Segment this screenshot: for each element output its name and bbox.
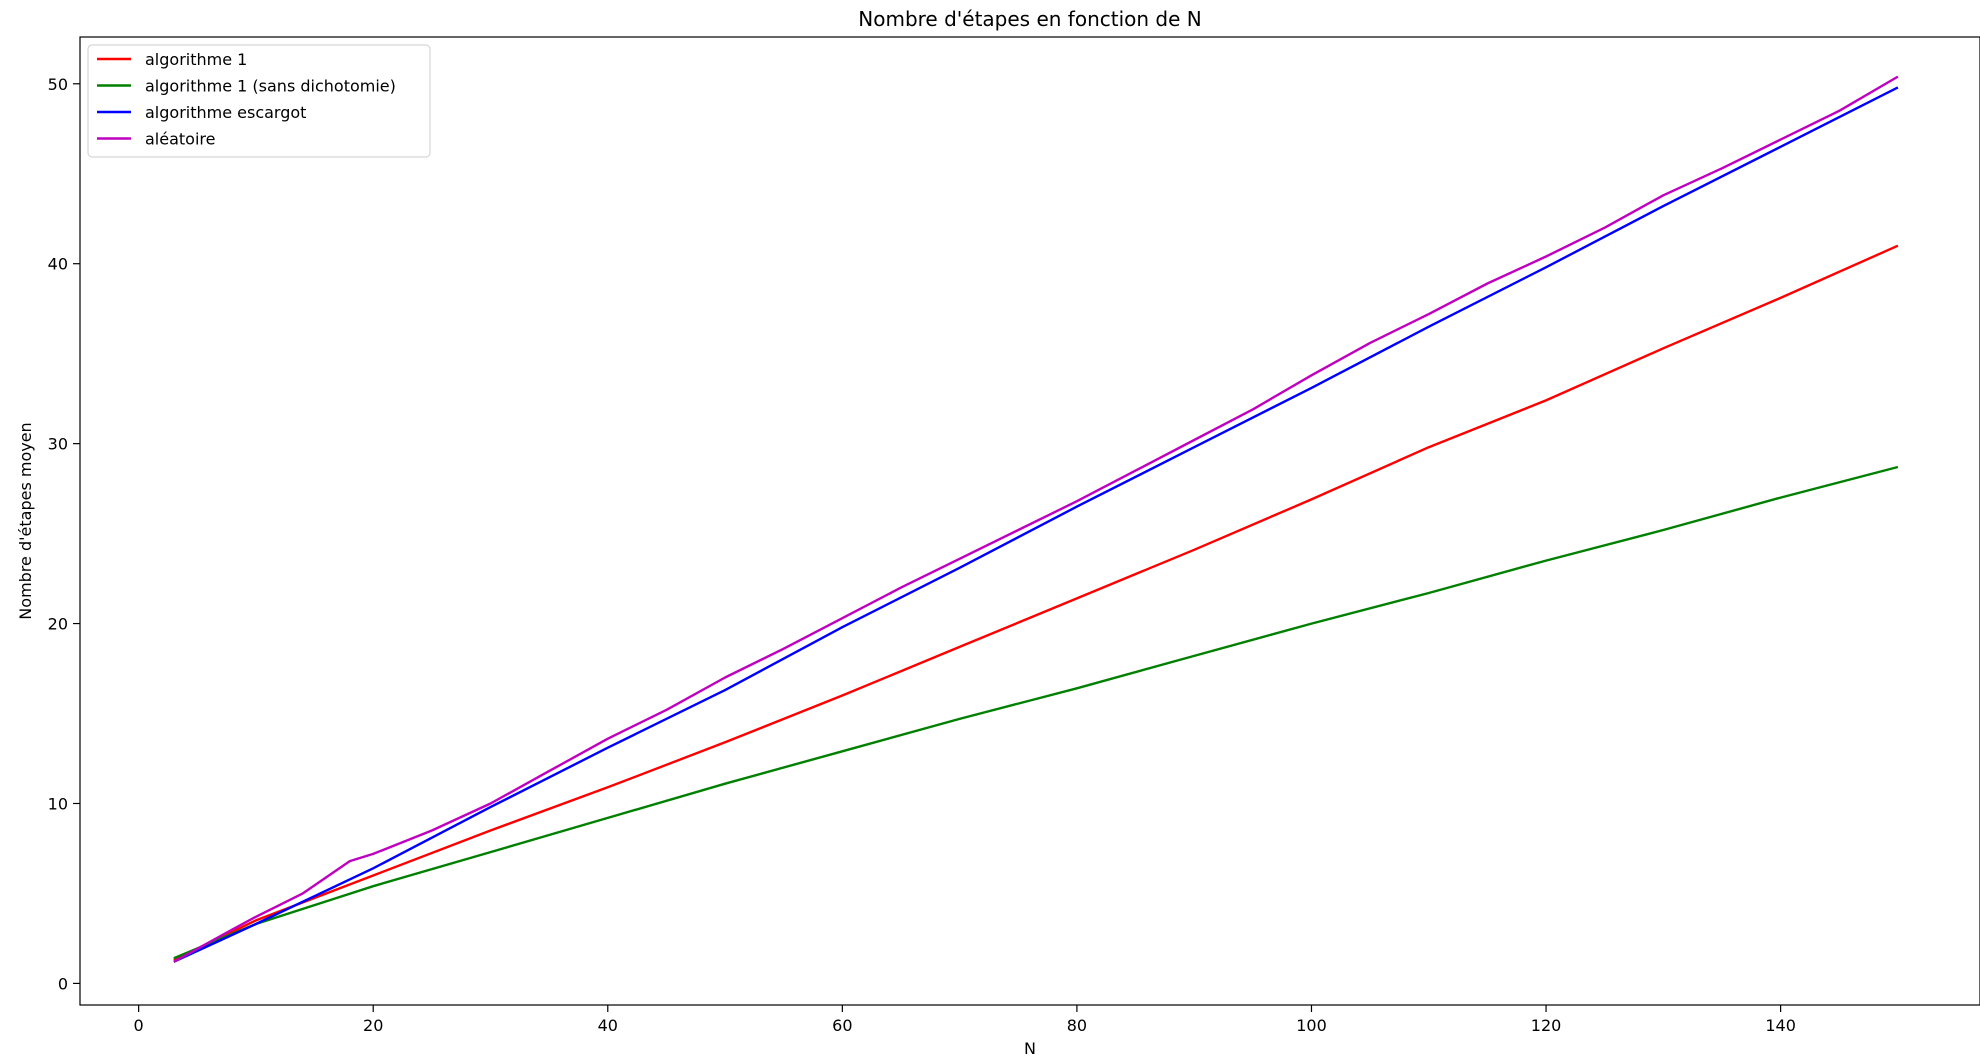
- x-tick-label: 140: [1765, 1016, 1796, 1035]
- series-line-1: [173, 244, 1899, 962]
- y-tick-label: 50: [48, 75, 68, 94]
- chart-title: Nombre d'étapes en fonction de N: [858, 7, 1201, 31]
- legend-label: aléatoire: [145, 130, 215, 149]
- legend: algorithme 1 algorithme 1 (sans dichotomi…: [87, 44, 431, 158]
- legend-label: algorithme escargot: [145, 103, 306, 122]
- y-tick-label: 30: [48, 435, 68, 454]
- plot-area: [79, 36, 1980, 1006]
- x-tick-label: 20: [363, 1016, 383, 1035]
- y-axis: 0 10 20 30 40 50: [48, 75, 80, 993]
- x-axis: 0 20 40 60 80 100 120 140: [134, 1005, 1796, 1035]
- x-tick-label: 60: [832, 1016, 852, 1035]
- legend-label: algorithme 1: [145, 50, 247, 69]
- x-axis-label: N: [1024, 1039, 1036, 1058]
- x-tick-label: 100: [1296, 1016, 1327, 1035]
- y-tick-label: 0: [58, 974, 68, 993]
- series-line-4: [173, 75, 1899, 963]
- series-layer: [173, 75, 1899, 963]
- y-tick-label: 40: [48, 255, 68, 274]
- x-tick-label: 0: [134, 1016, 144, 1035]
- y-tick-label: 20: [48, 615, 68, 634]
- series-line-2: [173, 465, 1899, 960]
- x-tick-label: 40: [598, 1016, 618, 1035]
- x-tick-label: 120: [1531, 1016, 1562, 1035]
- x-tick-label: 80: [1067, 1016, 1087, 1035]
- legend-box: [87, 44, 431, 158]
- y-tick-label: 10: [48, 794, 68, 813]
- y-axis-label: Nombre d'étapes moyen: [16, 422, 35, 619]
- series-line-3: [173, 86, 1899, 963]
- legend-label: algorithme 1 (sans dichotomie): [145, 77, 396, 96]
